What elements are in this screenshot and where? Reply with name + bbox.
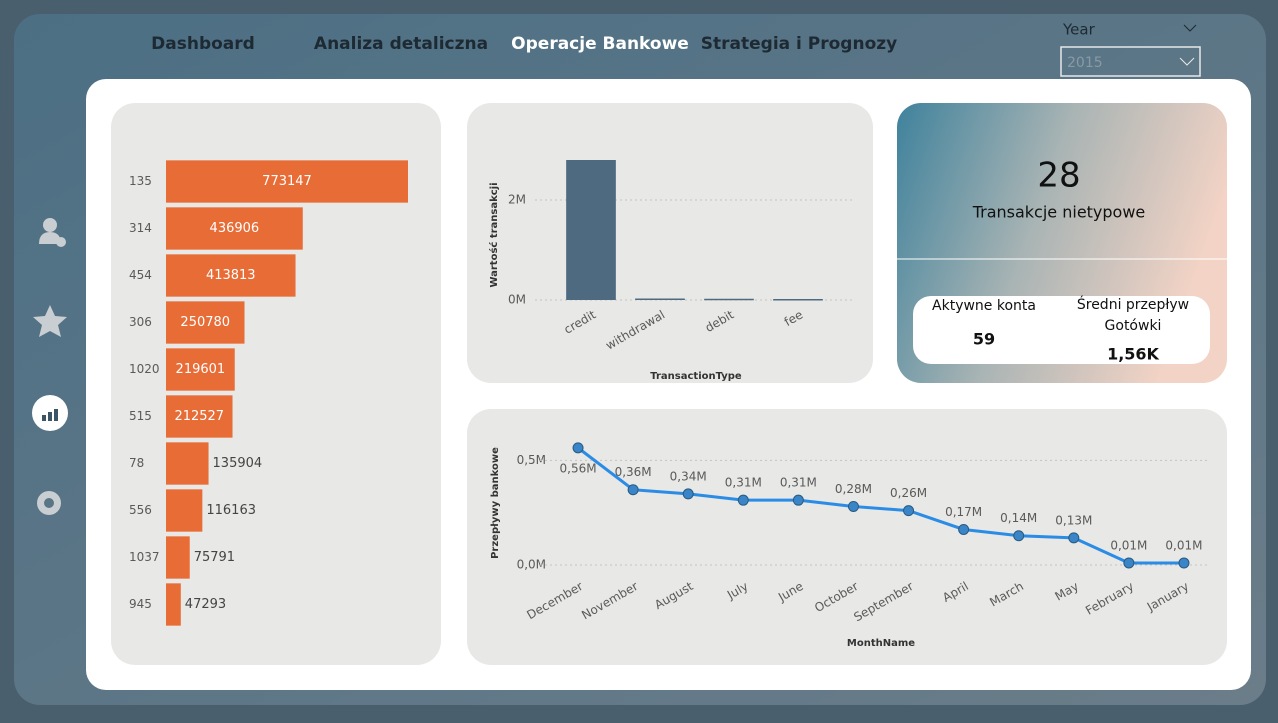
data-label: 0,31M: [780, 476, 817, 490]
bar: [566, 160, 616, 300]
data-label: 0,26M: [890, 486, 927, 500]
data-label: 135904: [213, 456, 263, 471]
data-label: 0,14M: [1000, 511, 1037, 525]
point: [958, 523, 970, 535]
data-label: 413813: [206, 268, 256, 283]
point: [682, 488, 694, 500]
y-axis-title: Przepływy bankowe: [490, 447, 501, 559]
bar: [166, 395, 233, 438]
data-label: 47293: [185, 597, 226, 612]
data-label: 75791: [194, 550, 235, 565]
chevron: [1179, 57, 1195, 66]
bar: [166, 207, 303, 250]
star-icon[interactable]: [33, 305, 67, 337]
kpi-label: Transakcje nietypowe: [972, 203, 1146, 222]
point: [847, 500, 859, 512]
user-icon[interactable]: [43, 218, 57, 232]
x-axis-title: MonthName: [847, 638, 915, 649]
nav-tab[interactable]: Operacje Bankowe: [511, 34, 689, 54]
data-label: 0,56M: [560, 461, 597, 475]
line: [577, 446, 1184, 565]
y-tick-label: 0,0M: [517, 558, 546, 572]
y-tick-label: 2M: [508, 193, 526, 207]
y-tick-label: 0,5M: [517, 453, 546, 467]
y-tick-label: 1037: [129, 550, 160, 564]
data-label: 773147: [262, 174, 312, 189]
bar: [166, 489, 203, 532]
data-label: 116163: [206, 503, 256, 518]
y-tick-label: 945: [129, 597, 152, 611]
bar: [166, 348, 235, 391]
chevron[interactable]: [1183, 24, 1197, 32]
filter-label: Year: [1062, 21, 1096, 39]
data-label: 436906: [210, 221, 260, 236]
data-label: 219601: [176, 362, 226, 377]
data-label: 0,34M: [670, 469, 707, 483]
point: [737, 494, 749, 506]
sidebar: [32, 218, 68, 515]
y-tick-label: 306: [129, 315, 152, 329]
nav-tab[interactable]: Analiza detaliczna: [314, 34, 488, 54]
panel: [467, 409, 1227, 665]
y-tick-label: 314: [129, 221, 152, 235]
data-label: 0,13M: [1055, 513, 1092, 527]
nav-tab[interactable]: Strategia i Prognozy: [701, 34, 897, 54]
card: [913, 296, 1210, 364]
card-value: 1,56K: [1107, 345, 1159, 364]
data-label: 212527: [174, 409, 224, 424]
point: [903, 505, 915, 517]
point: [572, 442, 584, 454]
bar: [166, 301, 245, 344]
bar: [635, 298, 685, 300]
card-value: 59: [973, 330, 995, 349]
data-label: 0,17M: [945, 505, 982, 519]
dropdown[interactable]: [1060, 46, 1201, 77]
point: [1068, 532, 1080, 544]
bar: [166, 583, 181, 626]
point: [1123, 557, 1135, 569]
card-label: Średni przepływ Gotówki: [1076, 297, 1190, 334]
point: [1013, 530, 1025, 542]
y-tick-label: 78: [129, 456, 144, 470]
y-tick-label: 0M: [508, 293, 526, 307]
point: [792, 494, 804, 506]
data-label: 0,28M: [835, 482, 872, 496]
data-label: 250780: [180, 315, 230, 330]
bar: [166, 536, 190, 579]
filter-value[interactable]: 2015: [1067, 55, 1103, 71]
y-tick-label: 135: [129, 174, 152, 188]
user-icon[interactable]: [56, 237, 66, 247]
bar: [166, 254, 296, 297]
chart-icon: [42, 409, 58, 421]
user-icon[interactable]: [39, 232, 61, 244]
point: [627, 484, 639, 496]
nav-tab[interactable]: Dashboard: [151, 34, 255, 54]
bar: [773, 299, 823, 301]
bar: [166, 442, 209, 485]
y-tick-label: 515: [129, 409, 152, 423]
y-tick-label: 1020: [129, 362, 160, 376]
card-label-box: Średni przepływ Gotówki: [1076, 297, 1190, 334]
bar: [166, 160, 408, 203]
y-tick-label: 556: [129, 503, 152, 517]
bar: [704, 298, 754, 301]
panel: [467, 103, 873, 383]
y-axis-title: Wartość transakcji: [488, 182, 500, 287]
data-label: 0,01M: [1110, 538, 1147, 552]
gear-icon: [44, 498, 54, 508]
data-label: 0,01M: [1165, 538, 1202, 552]
card-label: Aktywne konta: [932, 298, 1036, 314]
y-tick-label: 454: [129, 268, 152, 282]
point: [1178, 557, 1190, 569]
kpi-value: 28: [1037, 156, 1080, 196]
x-axis-title: TransactionType: [650, 371, 742, 382]
data-label: 0,31M: [725, 476, 762, 490]
data-label: 0,36M: [615, 465, 652, 479]
